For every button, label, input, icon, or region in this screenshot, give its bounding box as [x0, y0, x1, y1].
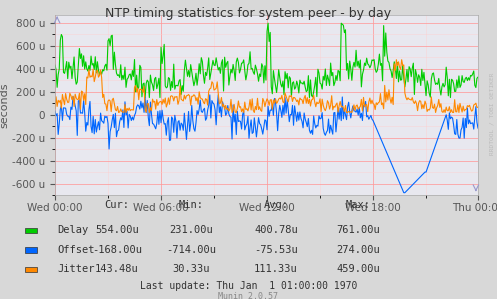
- Text: -75.53u: -75.53u: [254, 245, 298, 255]
- Text: Delay: Delay: [57, 225, 88, 235]
- Text: 143.48u: 143.48u: [95, 264, 139, 274]
- Text: -714.00u: -714.00u: [166, 245, 216, 255]
- Text: RRDTOOL / TOBI OETIKER: RRDTOOL / TOBI OETIKER: [490, 72, 495, 155]
- Text: 459.00u: 459.00u: [336, 264, 380, 274]
- Text: 30.33u: 30.33u: [172, 264, 210, 274]
- Text: 111.33u: 111.33u: [254, 264, 298, 274]
- Text: Avg:: Avg:: [263, 200, 288, 210]
- Text: Jitter: Jitter: [57, 264, 94, 274]
- Text: -168.00u: -168.00u: [92, 245, 142, 255]
- Text: Max:: Max:: [345, 200, 370, 210]
- Text: 554.00u: 554.00u: [95, 225, 139, 235]
- Text: NTP timing statistics for system peer - by day: NTP timing statistics for system peer - …: [105, 7, 392, 20]
- Text: Munin 2.0.57: Munin 2.0.57: [219, 292, 278, 299]
- Text: Min:: Min:: [179, 200, 204, 210]
- Y-axis label: seconds: seconds: [0, 82, 9, 128]
- Text: 761.00u: 761.00u: [336, 225, 380, 235]
- Text: 231.00u: 231.00u: [169, 225, 213, 235]
- Text: Last update: Thu Jan  1 01:00:00 1970: Last update: Thu Jan 1 01:00:00 1970: [140, 281, 357, 291]
- Text: Offset: Offset: [57, 245, 94, 255]
- Text: 274.00u: 274.00u: [336, 245, 380, 255]
- Text: 400.78u: 400.78u: [254, 225, 298, 235]
- Text: Cur:: Cur:: [104, 200, 129, 210]
